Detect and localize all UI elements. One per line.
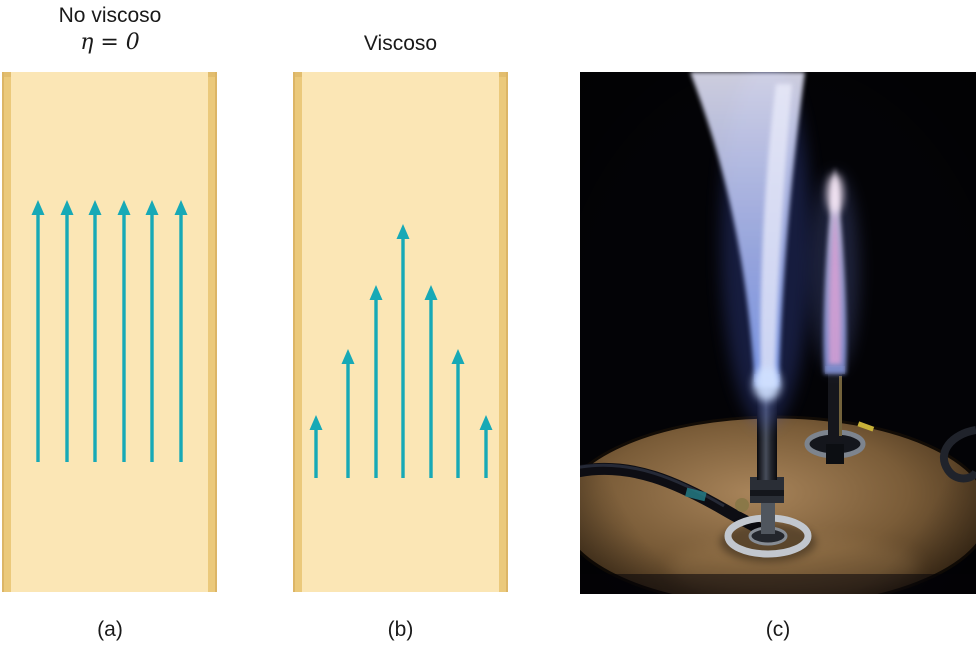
parabolic-velocity-arrows bbox=[309, 224, 493, 478]
caption-c: (c) bbox=[765, 618, 791, 641]
velocity-arrow bbox=[60, 200, 74, 462]
velocity-arrow bbox=[424, 285, 438, 478]
pipe-viscous bbox=[293, 72, 508, 592]
bunsen-burner-photo bbox=[580, 72, 976, 594]
velocity-arrow bbox=[145, 200, 159, 462]
pipe-nonviscous bbox=[2, 72, 217, 592]
velocity-arrow bbox=[341, 349, 355, 478]
velocity-arrow bbox=[396, 224, 410, 478]
velocity-arrow bbox=[369, 285, 383, 478]
pipe-wall-right bbox=[499, 72, 508, 592]
pipe-wall-left bbox=[293, 72, 302, 592]
velocity-arrow bbox=[479, 415, 493, 478]
bunsen-burner-illustration bbox=[580, 72, 976, 594]
velocity-arrow bbox=[31, 200, 45, 462]
panel-a-subtitle: η = 0 bbox=[80, 30, 140, 55]
panel-b-title: Viscoso bbox=[363, 32, 438, 55]
panel-a-title: No viscoso bbox=[58, 4, 162, 27]
cable-right bbox=[939, 426, 976, 483]
flame-right bbox=[811, 167, 859, 374]
caption-b: (b) bbox=[387, 618, 414, 641]
caption-a: (a) bbox=[97, 618, 123, 641]
velocity-arrow bbox=[451, 349, 465, 478]
pipe-wall-left bbox=[2, 72, 11, 592]
pipe-wall-right bbox=[208, 72, 217, 592]
velocity-arrow bbox=[117, 200, 131, 462]
flame-left bbox=[690, 72, 811, 427]
velocity-arrow bbox=[309, 415, 323, 478]
uniform-velocity-arrows bbox=[31, 200, 188, 462]
velocity-arrow bbox=[88, 200, 102, 462]
velocity-arrow bbox=[174, 200, 188, 462]
